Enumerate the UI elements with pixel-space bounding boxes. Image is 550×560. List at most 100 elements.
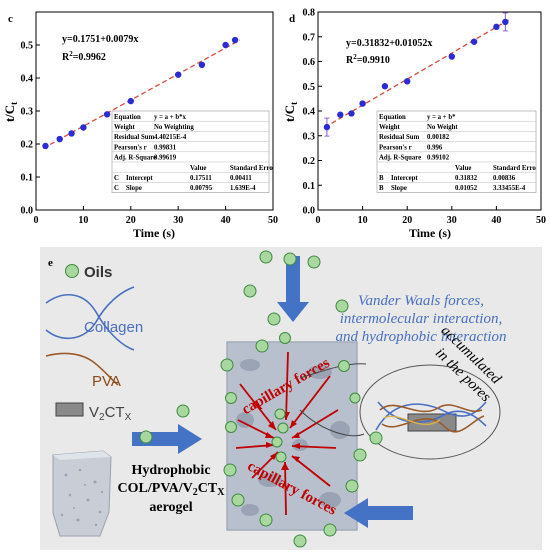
table-cell: Equation	[114, 114, 141, 121]
table-cell: 0.31832	[455, 175, 478, 182]
table-cell: Residual Sum	[379, 134, 420, 141]
table-cell: Slope	[391, 185, 407, 192]
data-points	[42, 36, 239, 150]
table-cell: Residual Sum	[114, 134, 155, 141]
y-axis-label: t/Ct	[282, 102, 299, 122]
data-point	[337, 111, 344, 118]
data-point	[470, 38, 478, 45]
table-cell: 0.99102	[427, 155, 450, 162]
table-cell: 0.00836	[493, 175, 516, 182]
table-cell: 0.01052	[455, 185, 478, 192]
fit-line	[42, 39, 241, 149]
table-cell: No Weight	[427, 124, 458, 131]
table-cell: Adj. R-Square	[114, 155, 156, 162]
data-point	[348, 110, 355, 117]
legend-pva: PVA	[92, 373, 121, 390]
zoom-connector	[299, 409, 365, 437]
diagram-panel-e: e Oils Collagen PVA V2CTX Hydrophobic CO…	[40, 247, 542, 550]
y-tick-label: 0.4	[303, 107, 316, 118]
table-cell: 0.17511	[190, 175, 212, 182]
table-cell: Intercept	[126, 175, 153, 182]
stats-table: Equation y = a + b* Weight No Weight Residua…	[376, 110, 536, 193]
table-cell: 0.00795	[190, 185, 213, 192]
table-cell: B	[379, 175, 384, 182]
data-point	[103, 111, 111, 118]
data-points	[323, 12, 509, 137]
axes: 0 10 20 30 40 50 0.0 0.1 0.2 0.3 0.4 0.5 0.6 0.7 0.8	[303, 8, 547, 227]
oil-droplet-icon	[65, 264, 79, 278]
table-cell: Pearson's r	[114, 144, 147, 151]
table-header-cell: Value	[455, 165, 471, 172]
data-point	[42, 142, 49, 150]
aerogel-photo	[52, 450, 112, 537]
table-header-cell: Value	[190, 165, 206, 172]
data-point	[127, 97, 134, 105]
table-cell: Weight	[379, 124, 401, 131]
table-cell: y = a + b*x	[154, 114, 187, 121]
table-cell: B	[379, 185, 384, 192]
data-point	[56, 135, 63, 143]
x-tick-label: 20	[126, 215, 136, 226]
table-header-cell: Standard Erro	[493, 165, 536, 172]
legend-oils: Oils	[84, 264, 112, 281]
y-tick-label: 0.3	[21, 107, 34, 118]
table-cell: Slope	[126, 185, 142, 192]
forces-text-line3: and hydrophobic interaction	[335, 329, 506, 345]
data-point	[80, 124, 87, 131]
x-tick-label: 0	[34, 215, 39, 226]
y-axis-label: t/Ct	[2, 102, 19, 122]
table-cell: 0.00182	[427, 134, 450, 141]
collagen-icon	[45, 286, 135, 351]
data-point	[222, 41, 229, 49]
arrow-left-icon	[344, 498, 413, 528]
y-tick-label: 0.0	[21, 206, 34, 217]
y-tick-label: 0.1	[303, 181, 316, 192]
data-point	[381, 83, 389, 90]
chart-panel-d: d t/Ct 0 10 20 30 40 500.00.10.20.30.40.50.60…	[282, 8, 546, 241]
data-point	[323, 123, 331, 131]
x-tick-label: 0	[316, 215, 321, 226]
x-tick-label: 20	[402, 215, 412, 226]
y-tick-label: 0.3	[303, 131, 316, 142]
table-cell: 0.99831	[154, 144, 177, 151]
panel-label-e: e	[48, 257, 53, 269]
arrow-down-icon	[277, 256, 309, 322]
y-tick-label: 0.5	[303, 82, 316, 93]
y-tick-label: 0.2	[303, 156, 316, 167]
y-tick-label: 0.0	[303, 206, 316, 217]
x-tick-label: 30	[173, 215, 183, 226]
data-point	[502, 18, 509, 26]
table-cell: 4.40215E-4	[154, 134, 187, 141]
data-point	[448, 53, 455, 60]
data-point	[175, 71, 182, 78]
x-tick-label: 50	[268, 215, 278, 226]
data-point	[198, 61, 206, 68]
legend-collagen: Collagen	[84, 319, 143, 336]
r-squared: R2=0.9962	[62, 50, 106, 63]
table-header-cell: Standard Erro	[230, 165, 273, 172]
panel-label-c: c	[8, 13, 13, 25]
fit-equation: y=0.1751+0.0079x	[62, 34, 138, 45]
r-squared: R2=0.9910	[346, 53, 390, 66]
blue-arrows	[132, 256, 413, 528]
y-tick-label: 0.8	[303, 8, 316, 19]
table-cell: Equation	[379, 114, 406, 121]
pore-structure	[375, 401, 487, 433]
y-tick-label: 0.7	[303, 32, 316, 43]
y-tick-label: 0.5	[21, 41, 34, 52]
table-cell: Intercept	[391, 175, 418, 182]
table-cell: Weight	[114, 124, 136, 131]
x-tick-label: 50	[536, 215, 546, 226]
stats-table: Equation y = a + b*x Weight No Weighting Res…	[111, 110, 273, 193]
aerogel-caption-line3: aerogel	[149, 500, 192, 515]
table-cell: No Weighting	[154, 124, 194, 131]
x-tick-label: 30	[447, 215, 457, 226]
mxene-icon	[55, 402, 84, 417]
pva-icon	[45, 352, 119, 386]
data-point	[404, 78, 411, 85]
y-tick-label: 0.4	[21, 74, 34, 85]
aerogel-caption-line2: COL/PVA/V2CTX	[118, 481, 226, 498]
y-tick-label: 0.6	[303, 57, 316, 68]
aerogel-caption-line1: Hydrophobic	[131, 463, 210, 478]
